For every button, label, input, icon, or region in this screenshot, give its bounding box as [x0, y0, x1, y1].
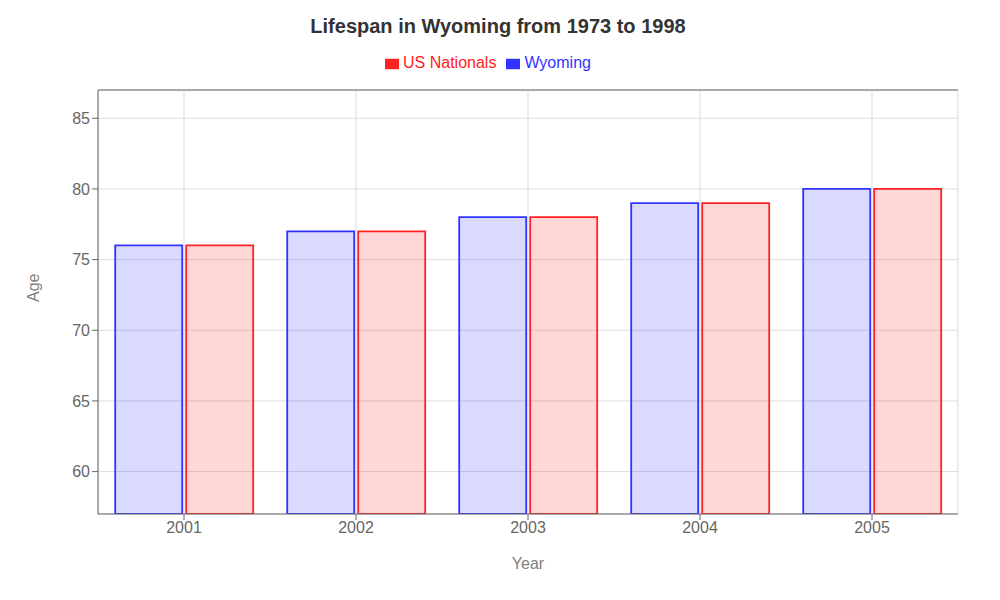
svg-text:Age: Age: [25, 273, 42, 302]
html-text:Wyoming: Wyoming: [524, 54, 591, 71]
svg-text:2003: 2003: [510, 519, 546, 536]
svg-text:85: 85: [72, 110, 90, 127]
svg-text:2005: 2005: [854, 519, 890, 536]
html-text:US Nationals: US Nationals: [403, 54, 497, 71]
svg-text:70: 70: [72, 322, 90, 339]
svg-text:2004: 2004: [682, 519, 718, 536]
svg-text:2002: 2002: [338, 519, 374, 536]
svg-text:Year: Year: [512, 555, 545, 572]
svg-text:80: 80: [72, 181, 90, 198]
svg-text:2001: 2001: [166, 519, 202, 536]
html-text:Lifespan in Wyoming from 1973: Lifespan in Wyoming from 1973 to 1998: [310, 15, 686, 37]
svg-text:60: 60: [72, 463, 90, 480]
svg-text:65: 65: [72, 393, 90, 410]
svg-text:75: 75: [72, 251, 90, 268]
